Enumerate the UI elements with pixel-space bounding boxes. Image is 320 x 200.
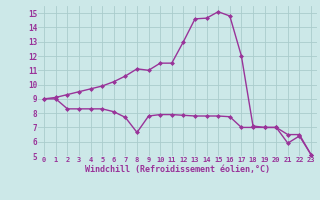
X-axis label: Windchill (Refroidissement éolien,°C): Windchill (Refroidissement éolien,°C): [85, 165, 270, 174]
